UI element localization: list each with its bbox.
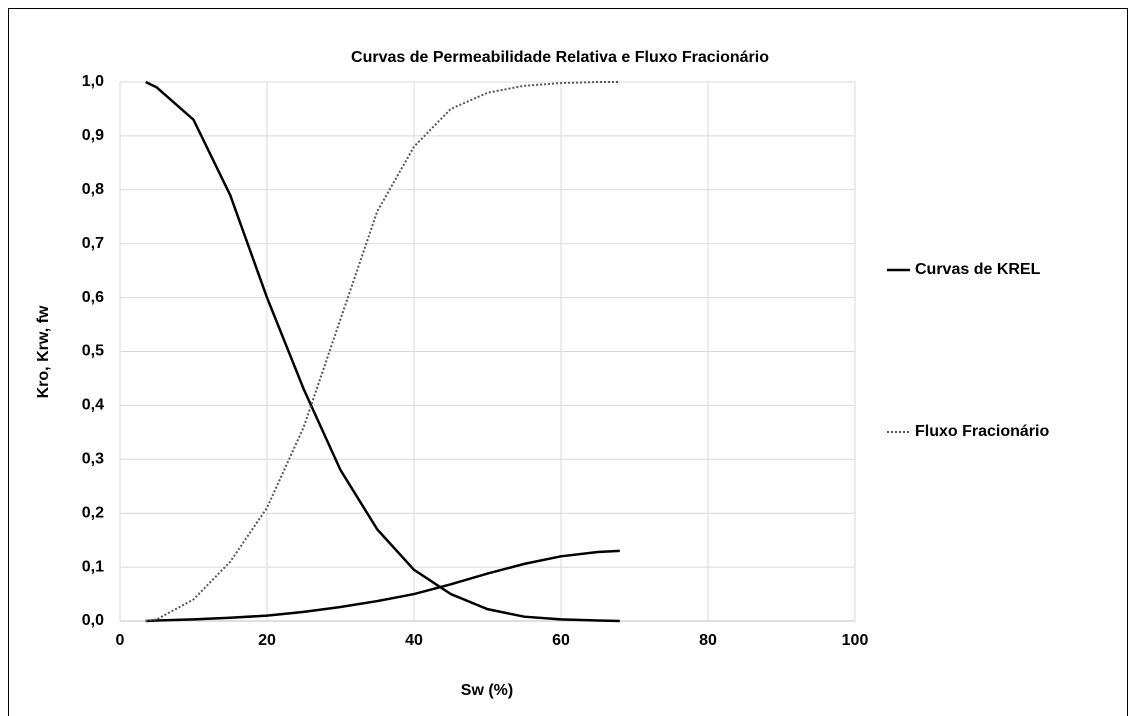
series-line	[145, 549, 620, 623]
y-tick-label: 0,5	[82, 343, 104, 360]
series-line	[145, 81, 620, 622]
y-tick-label: 0,9	[82, 127, 104, 144]
y-tick-label: 1,0	[82, 73, 104, 90]
legend-label: Curvas de KREL	[915, 261, 1041, 278]
chart-border	[8, 8, 1128, 716]
y-tick-label: 0,2	[82, 504, 104, 521]
x-tick-label: 40	[405, 632, 423, 649]
y-tick-label: 0,4	[82, 397, 104, 414]
y-tick-label: 0,0	[82, 612, 104, 629]
series-line	[145, 80, 620, 623]
legend-label: Fluxo Fracionário	[915, 423, 1049, 440]
chart-title: Curvas de Permeabilidade Relativa e Flux…	[351, 49, 769, 66]
x-tick-label: 100	[842, 632, 869, 649]
y-axis-label: Kro, Krw, fw	[35, 305, 52, 398]
y-tick-label: 0,7	[82, 235, 104, 252]
x-tick-label: 20	[258, 632, 276, 649]
y-tick-label: 0,6	[82, 289, 104, 306]
y-tick-label: 0,8	[82, 181, 104, 198]
y-tick-label: 0,1	[82, 558, 104, 575]
x-tick-label: 60	[552, 632, 570, 649]
x-tick-label: 80	[699, 632, 717, 649]
x-tick-label: 0	[116, 632, 125, 649]
x-axis-label: Sw (%)	[461, 682, 513, 699]
y-tick-label: 0,3	[82, 451, 104, 468]
